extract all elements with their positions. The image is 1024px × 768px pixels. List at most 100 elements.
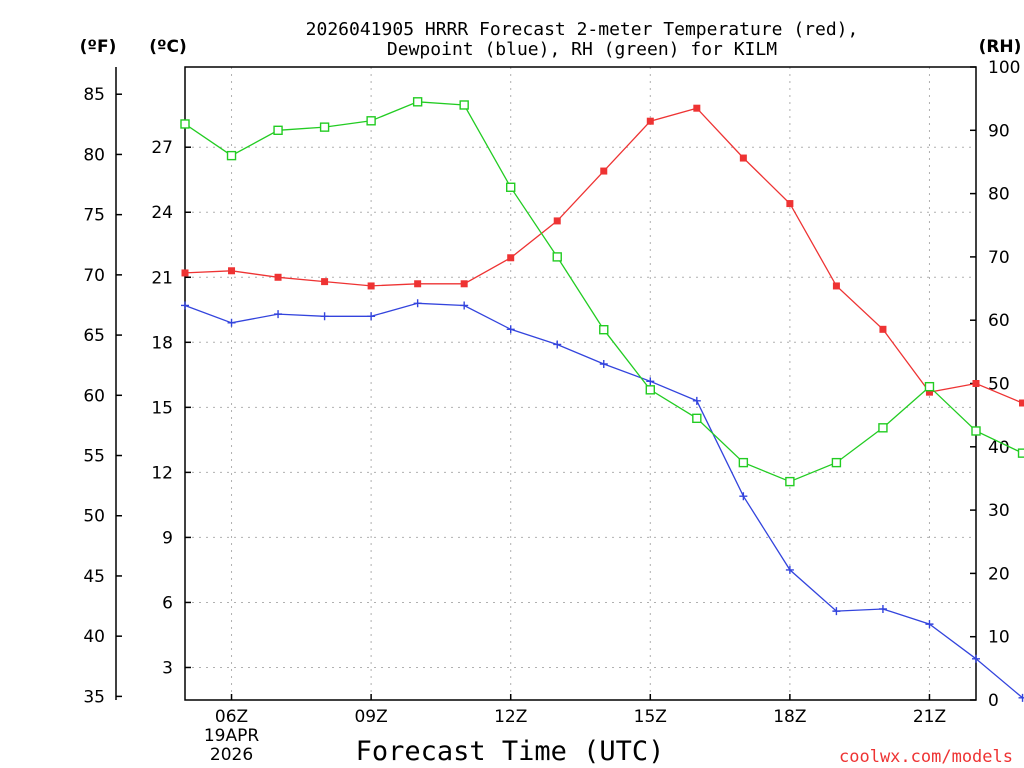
fahrenheit-tick-label: 50 — [83, 507, 105, 527]
dewpoint-series — [181, 299, 1024, 702]
rh-point — [924, 381, 935, 392]
title-line-2: Dewpoint (blue), RH (green) for KILM — [387, 39, 777, 60]
x-date-label: 19APR — [204, 726, 260, 746]
celsius-tick-label: 6 — [162, 593, 173, 613]
rh-point — [412, 97, 423, 107]
temperature-series — [181, 104, 1024, 407]
dewpoint-point — [227, 318, 236, 327]
celsius-tick-label: 3 — [162, 658, 173, 678]
dewpoint-point — [413, 299, 422, 308]
rh-tick-label: 30 — [988, 501, 1010, 521]
rh-tick-label: 20 — [988, 564, 1010, 584]
rh-point — [878, 423, 888, 433]
fahrenheit-tick-label: 55 — [83, 447, 105, 467]
rh-line — [184, 101, 1023, 483]
rh-point — [273, 125, 283, 136]
dewpoint-point — [320, 312, 329, 321]
temperature-point — [832, 282, 840, 290]
rh-point — [180, 119, 190, 129]
temperature-point — [1019, 399, 1024, 407]
fahrenheit-unit-label: (ºF) — [80, 37, 117, 57]
dewpoint-point — [460, 301, 469, 310]
x-year-label: 2026 — [210, 745, 253, 765]
rh-point — [692, 413, 702, 424]
temperature-point — [274, 273, 282, 281]
rh-tick-label: 0 — [988, 691, 999, 711]
celsius-tick-label: 27 — [151, 138, 173, 158]
temperature-point — [972, 380, 980, 387]
temperature-point — [460, 280, 468, 288]
dewpoint-point — [972, 654, 980, 663]
x-tick-label: 21Z — [913, 707, 946, 727]
temperature-point — [228, 267, 236, 275]
dewpoint-point — [692, 396, 701, 405]
x-tick-label: 06Z — [215, 707, 248, 727]
x-axis-title: Forecast Time (UTC) — [356, 736, 665, 767]
rh-point — [226, 150, 237, 161]
rh-tick-label: 50 — [988, 375, 1010, 395]
rh-unit-label: (RH) — [979, 37, 1022, 57]
dewpoint-point — [181, 301, 189, 310]
temperature-point — [786, 200, 794, 208]
data-series — [180, 97, 1024, 702]
rh-tick-label: 100 — [988, 58, 1020, 78]
celsius-tick-label: 15 — [151, 398, 173, 418]
rh-point — [645, 385, 655, 395]
temperature-point — [646, 117, 654, 125]
celsius-tick-label: 21 — [151, 268, 173, 288]
fahrenheit-tick-label: 60 — [83, 386, 105, 406]
temperature-line — [184, 107, 1023, 404]
fahrenheit-tick-label: 75 — [83, 206, 105, 226]
fahrenheit-tick-label: 85 — [83, 85, 105, 105]
rh-point — [785, 476, 795, 487]
temperature-point — [414, 280, 422, 288]
rh-point — [831, 457, 842, 468]
rh-point — [506, 182, 516, 192]
rh-tick-label: 90 — [988, 121, 1010, 141]
rh-point — [599, 324, 609, 335]
temperature-point — [507, 254, 515, 262]
fahrenheit-tick-label: 80 — [83, 145, 105, 165]
x-tick-label: 12Z — [494, 707, 527, 727]
temperature-point — [600, 167, 608, 175]
dewpoint-point — [739, 492, 748, 501]
rh-point — [552, 252, 562, 262]
celsius-tick-label: 9 — [162, 528, 173, 548]
celsius-tick-label: 12 — [151, 463, 173, 483]
celsius-axis: 3 6 9 12 15 18 21 24 27 — [151, 138, 191, 678]
fahrenheit-tick-label: 40 — [83, 627, 105, 647]
plot-frame — [184, 66, 977, 701]
temperature-point — [693, 104, 701, 112]
x-tick-label: 09Z — [354, 707, 387, 727]
temperature-point — [181, 269, 189, 277]
rh-series — [180, 97, 1024, 487]
rh-point — [971, 426, 981, 436]
temperature-point — [739, 154, 747, 162]
temperature-point — [879, 325, 887, 333]
celsius-unit-label: (ºC) — [149, 37, 187, 57]
rh-point — [1017, 448, 1024, 458]
credit-text: coolwx.com/models — [839, 747, 1013, 767]
rh-point — [319, 122, 330, 132]
temperature-point — [925, 388, 933, 396]
grid-lines — [185, 67, 976, 700]
title-line-1: 2026041905 HRRR Forecast 2-meter Tempera… — [306, 19, 859, 40]
dewpoint-point — [832, 607, 841, 616]
rh-point — [366, 116, 376, 126]
temperature-point — [553, 217, 561, 225]
dewpoint-point — [274, 310, 283, 319]
rh-tick-label: 10 — [988, 628, 1010, 648]
dewpoint-point — [367, 312, 376, 321]
rh-point — [459, 100, 469, 110]
x-tick-label: 18Z — [773, 707, 806, 727]
dewpoint-point — [878, 604, 887, 613]
rh-tick-label: 80 — [988, 185, 1010, 205]
celsius-tick-label: 24 — [151, 203, 173, 223]
dewpoint-point — [506, 325, 515, 334]
rh-point — [738, 457, 749, 468]
dewpoint-point — [785, 565, 794, 574]
rh-tick-label: 60 — [988, 311, 1010, 331]
fahrenheit-tick-label: 35 — [83, 687, 105, 707]
celsius-tick-label: 18 — [151, 333, 173, 353]
temperature-point — [321, 278, 329, 286]
